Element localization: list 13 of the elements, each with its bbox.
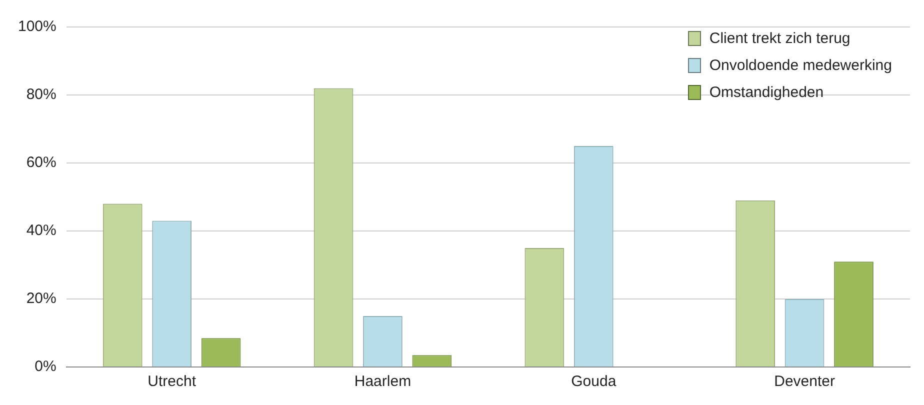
x-tick-label: Deventer bbox=[774, 373, 835, 390]
x-tick-label: Utrecht bbox=[148, 373, 197, 390]
y-tick-label: 60% bbox=[26, 154, 56, 172]
y-tick-label: 20% bbox=[26, 290, 56, 308]
y-tick-label: 100% bbox=[18, 18, 56, 36]
y-tick-label: 0% bbox=[34, 358, 56, 376]
x-tick-label: Haarlem bbox=[354, 373, 412, 390]
y-tick-label: 80% bbox=[26, 86, 56, 104]
x-tick-label: Gouda bbox=[571, 373, 617, 390]
y-tick-label: 40% bbox=[26, 222, 56, 240]
legend-label: Omstandigheden bbox=[709, 84, 824, 101]
legend-label: Client trekt zich terug bbox=[709, 30, 850, 47]
legend-label: Onvoldoende medewerking bbox=[709, 57, 892, 74]
